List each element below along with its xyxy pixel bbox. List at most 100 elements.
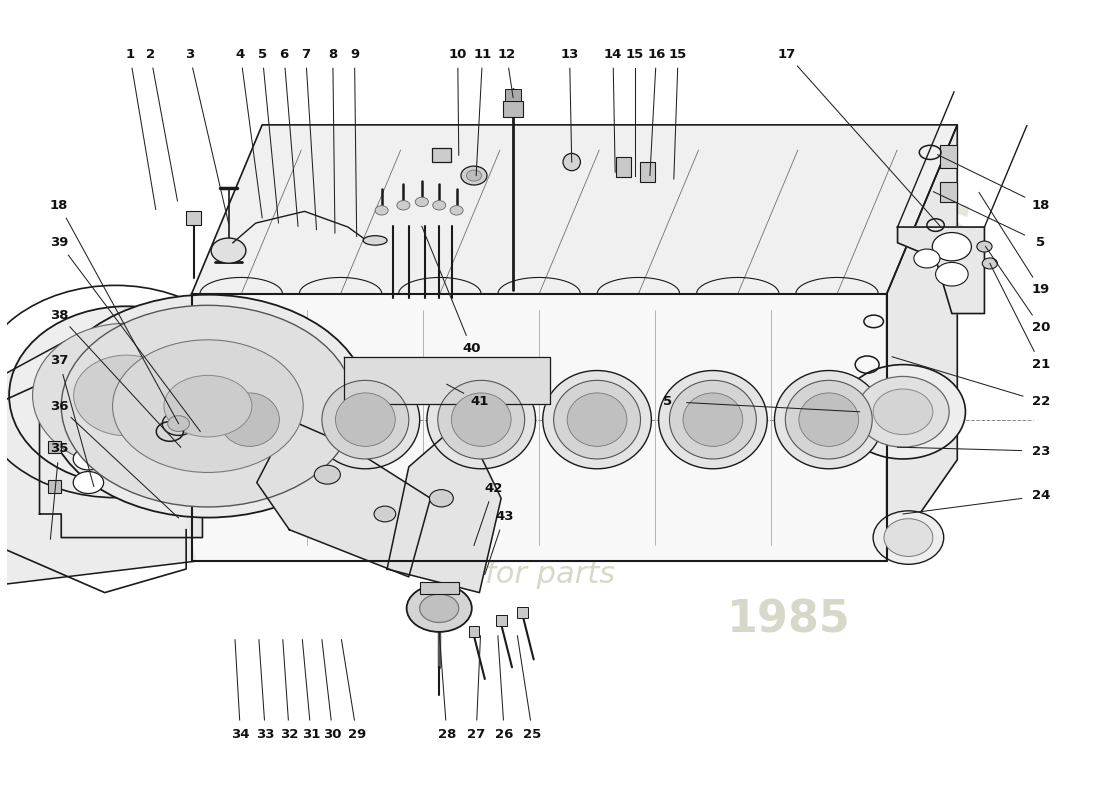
Ellipse shape	[857, 377, 949, 447]
Text: 39: 39	[50, 236, 68, 250]
Text: 14: 14	[604, 48, 623, 61]
Ellipse shape	[553, 380, 640, 459]
Circle shape	[375, 206, 388, 215]
Ellipse shape	[206, 380, 293, 459]
Circle shape	[977, 241, 992, 252]
Ellipse shape	[568, 393, 627, 446]
Ellipse shape	[774, 370, 883, 469]
Text: 41: 41	[470, 395, 488, 408]
Text: 31: 31	[301, 727, 320, 741]
Text: 30: 30	[323, 727, 342, 741]
Circle shape	[397, 201, 410, 210]
Polygon shape	[40, 341, 202, 538]
Ellipse shape	[873, 389, 933, 434]
Text: 43: 43	[495, 510, 514, 523]
Ellipse shape	[451, 393, 512, 446]
Ellipse shape	[74, 355, 179, 436]
Circle shape	[74, 448, 103, 470]
Ellipse shape	[336, 393, 395, 446]
Circle shape	[461, 166, 487, 185]
Ellipse shape	[62, 306, 354, 507]
Text: 16: 16	[647, 48, 666, 61]
Text: 4: 4	[235, 48, 245, 61]
Text: 7: 7	[301, 48, 310, 61]
Text: 15: 15	[669, 48, 688, 61]
Circle shape	[429, 490, 453, 507]
Circle shape	[936, 262, 968, 286]
Text: 24: 24	[1032, 490, 1050, 502]
Text: 25: 25	[524, 727, 541, 741]
Text: 32: 32	[280, 727, 298, 741]
Bar	[48, 441, 62, 454]
Text: 5: 5	[257, 48, 266, 61]
Ellipse shape	[542, 370, 651, 469]
Ellipse shape	[427, 370, 536, 469]
Polygon shape	[898, 227, 984, 314]
Circle shape	[74, 471, 103, 494]
Ellipse shape	[322, 380, 409, 459]
Circle shape	[420, 594, 459, 622]
Bar	[504, 102, 522, 117]
Polygon shape	[887, 125, 957, 561]
Circle shape	[450, 206, 463, 215]
Circle shape	[167, 416, 189, 431]
Text: 11: 11	[473, 48, 492, 61]
Text: 2: 2	[145, 48, 155, 61]
Polygon shape	[191, 294, 887, 561]
Text: 5: 5	[1036, 236, 1045, 250]
Ellipse shape	[873, 511, 944, 564]
Circle shape	[163, 412, 195, 435]
Text: 40: 40	[463, 342, 481, 355]
Text: 23: 23	[1032, 445, 1050, 458]
Text: 22: 22	[1032, 395, 1050, 408]
Polygon shape	[256, 420, 430, 577]
Text: 35: 35	[50, 442, 68, 455]
Text: 1: 1	[125, 48, 134, 61]
Text: 38: 38	[50, 309, 68, 322]
Ellipse shape	[785, 380, 872, 459]
Ellipse shape	[311, 370, 420, 469]
Circle shape	[211, 238, 246, 263]
Text: 3: 3	[185, 48, 194, 61]
Text: 6: 6	[279, 48, 288, 61]
Polygon shape	[0, 341, 196, 585]
Bar	[517, 606, 528, 618]
Polygon shape	[343, 357, 550, 404]
Text: 18: 18	[1032, 198, 1050, 211]
Text: 29: 29	[348, 727, 366, 741]
Circle shape	[374, 506, 396, 522]
Ellipse shape	[220, 393, 279, 446]
Text: 9: 9	[350, 48, 359, 61]
Ellipse shape	[563, 154, 581, 170]
Bar	[616, 157, 631, 178]
Text: europes: europes	[605, 188, 972, 266]
Ellipse shape	[9, 306, 244, 485]
Bar	[640, 162, 656, 182]
Text: 15: 15	[626, 48, 644, 61]
Circle shape	[982, 258, 998, 269]
Text: 28: 28	[438, 727, 456, 741]
Bar	[48, 480, 62, 493]
Text: 17: 17	[778, 48, 796, 61]
Ellipse shape	[659, 370, 767, 469]
Bar	[431, 148, 451, 162]
Ellipse shape	[840, 365, 966, 459]
Text: 34: 34	[231, 727, 250, 741]
Text: 36: 36	[50, 400, 68, 413]
Ellipse shape	[670, 380, 757, 459]
Text: 1985: 1985	[727, 598, 850, 642]
Text: 12: 12	[497, 48, 516, 61]
Ellipse shape	[33, 323, 220, 468]
Circle shape	[74, 409, 103, 430]
Ellipse shape	[164, 375, 252, 437]
Text: 5: 5	[662, 395, 672, 408]
Ellipse shape	[438, 380, 525, 459]
Text: a passion
for parts: a passion for parts	[477, 526, 623, 589]
Ellipse shape	[799, 393, 859, 446]
Bar	[939, 182, 957, 202]
Bar	[496, 614, 507, 626]
Polygon shape	[387, 420, 502, 593]
Bar	[939, 145, 957, 168]
Text: 20: 20	[1032, 321, 1050, 334]
Circle shape	[466, 170, 482, 181]
